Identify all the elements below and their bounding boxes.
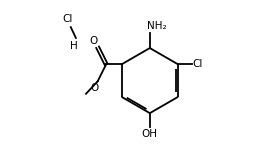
Text: O: O [90,83,98,93]
Text: O: O [89,36,98,46]
Text: H: H [70,41,78,51]
Text: OH: OH [142,129,158,139]
Text: NH₂: NH₂ [147,21,166,31]
Text: Cl: Cl [193,59,203,69]
Text: Cl: Cl [63,14,73,24]
